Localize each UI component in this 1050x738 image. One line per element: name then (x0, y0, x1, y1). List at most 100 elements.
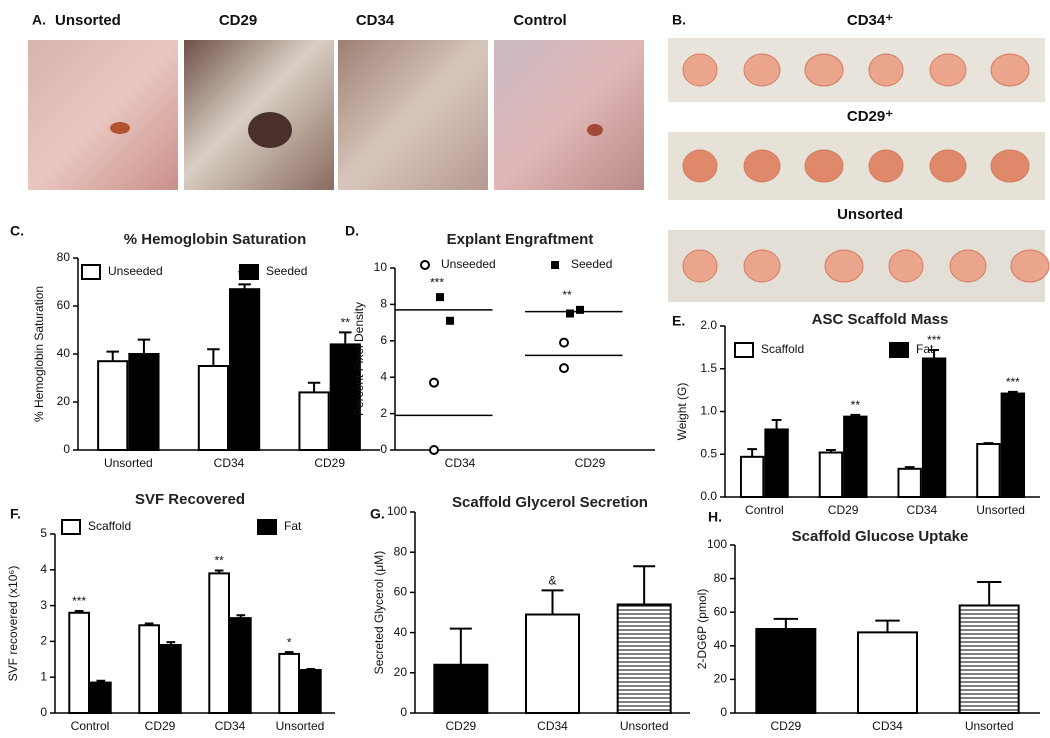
y-tick-label: 80 (714, 571, 728, 585)
error-bar (633, 565, 656, 605)
x-tick-label: CD29 (314, 456, 345, 470)
tissue (1010, 249, 1050, 283)
legend-swatch (61, 519, 81, 535)
bar (229, 288, 261, 452)
bar (921, 357, 947, 498)
photo-caption: CD34⁺ (847, 12, 893, 29)
bar (857, 631, 918, 714)
bar (197, 365, 230, 451)
annotation: ** (851, 398, 861, 412)
bar (68, 611, 91, 715)
y-tick-label: 2 (40, 634, 47, 648)
legend-swatch (81, 264, 101, 280)
y-axis-label: SVF recovered (x10⁶) (6, 566, 20, 682)
error-bar (214, 569, 224, 574)
y-tick-label: 4 (40, 562, 47, 576)
error-bar (747, 448, 758, 457)
panel-label: G. (370, 506, 385, 522)
panel-label: H. (708, 509, 722, 525)
point (559, 363, 569, 374)
y-tick-label: 20 (714, 672, 728, 686)
tissue (824, 249, 864, 283)
bar (976, 442, 1001, 498)
error-bar (449, 627, 472, 665)
x-tick-label: CD34 (907, 503, 938, 517)
photo-caption: CD29⁺ (847, 108, 893, 125)
chart-title: Explant Engraftment (447, 231, 594, 248)
error-bar (166, 641, 176, 645)
legend-label: Seeded (266, 264, 307, 278)
x-tick-label: Unsorted (976, 503, 1025, 517)
error-bar (929, 348, 939, 359)
y-tick-label: 10 (374, 260, 388, 274)
bar (764, 428, 789, 498)
legend-marker (551, 261, 559, 269)
bar (128, 353, 160, 451)
point (429, 445, 439, 455)
error-bar (96, 679, 106, 683)
error-bar (137, 338, 151, 354)
y-tick-label: 100 (707, 537, 727, 551)
point (566, 309, 574, 318)
y-tick-label: 3 (40, 598, 47, 612)
bar (433, 663, 489, 715)
error-bar (284, 651, 294, 654)
photo-caption: Control (513, 12, 566, 29)
bar (97, 360, 129, 452)
bar (138, 624, 161, 714)
error-bar (826, 448, 836, 453)
bar (160, 643, 182, 714)
bar (298, 391, 330, 451)
point (436, 293, 444, 302)
x-tick-label: CD29 (770, 719, 801, 733)
bar (208, 572, 231, 714)
annotation: * (287, 635, 292, 649)
point (446, 316, 454, 325)
y-tick-label: 4 (380, 369, 387, 383)
y-tick-label: 0 (40, 705, 47, 719)
x-tick-label: Unsorted (620, 719, 669, 733)
photo (494, 40, 644, 190)
bar (230, 617, 252, 715)
y-tick-label: 0 (63, 442, 70, 456)
chart-title: Scaffold Glucose Uptake (792, 528, 969, 545)
y-axis-label: Secreted Glycerol (μM) (372, 551, 386, 675)
y-tick-label: 2.0 (700, 318, 717, 332)
panel-label: B. (672, 12, 686, 28)
tissue (743, 53, 781, 87)
y-tick-label: 0 (380, 442, 387, 456)
tissue (868, 53, 904, 87)
legend-label: Fat (284, 519, 302, 533)
error-bar (976, 580, 1002, 606)
error-bar (106, 350, 119, 362)
photo-caption: Unsorted (837, 206, 903, 223)
x-tick-label: CD29 (445, 719, 476, 733)
y-tick-label: 2 (380, 406, 387, 420)
tissue (682, 53, 718, 87)
annotation: *** (927, 333, 941, 347)
tissue (929, 149, 967, 183)
y-tick-label: 6 (380, 333, 387, 347)
panel-label: F. (10, 506, 21, 522)
x-tick-label: Unsorted (965, 719, 1014, 733)
bar (278, 652, 300, 714)
photo (668, 38, 1045, 102)
x-tick-label: CD34 (537, 719, 568, 733)
y-tick-label: 60 (714, 604, 728, 618)
photo (28, 40, 178, 190)
y-axis-label: % Hemoglobin Saturation (32, 286, 46, 422)
error-bar (875, 619, 900, 633)
y-axis-label: Weight (G) (675, 383, 689, 441)
panel-label: D. (345, 223, 359, 239)
y-tick-label: 80 (57, 250, 71, 264)
tissue (804, 149, 844, 183)
x-tick-label: CD34 (215, 719, 246, 733)
bar (90, 681, 112, 715)
tissue (743, 149, 781, 183)
error-bar (541, 589, 564, 615)
y-tick-label: 1.5 (700, 361, 717, 375)
y-tick-label: 40 (714, 638, 728, 652)
error-bar (773, 617, 799, 629)
error-bar (74, 609, 84, 613)
